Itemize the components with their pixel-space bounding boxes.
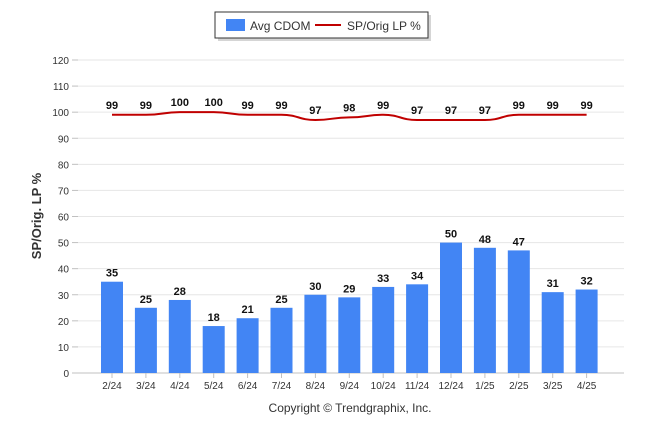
line-data-label: 97: [411, 105, 423, 117]
x-tick-label: 3/24: [136, 381, 156, 392]
bar-data-label: 35: [106, 268, 118, 280]
bar-data-label: 25: [140, 294, 152, 306]
y-tick-label: 50: [58, 239, 70, 250]
bar-data-label: 31: [547, 278, 559, 290]
x-tick-label: 2/24: [102, 381, 122, 392]
y-tick-label: 0: [63, 369, 69, 380]
x-tick-label: 6/24: [238, 381, 258, 392]
bar-data-label: 32: [580, 276, 592, 288]
line-data-label: 99: [275, 100, 287, 112]
y-tick-label: 10: [58, 343, 70, 354]
x-tick-label: 7/24: [272, 381, 292, 392]
bar-data-label: 50: [445, 229, 457, 241]
y-tick-label: 70: [58, 186, 70, 197]
bar: [575, 289, 598, 373]
bar: [168, 299, 191, 373]
bar: [134, 307, 157, 373]
bar: [372, 286, 395, 373]
line-data-labels: 99 99 100 100 99 99 97 98 99 97 97 97 99 99 99: [106, 97, 593, 117]
y-tick-label: 30: [58, 291, 70, 302]
x-tick-labels: 2/24 3/24 4/24 5/24 6/24 7/24 8/24 9/24 10/24 11/…: [102, 381, 597, 392]
bar-data-label: 33: [377, 273, 389, 285]
x-tick-label: 8/24: [306, 381, 326, 392]
bar-data-label: 30: [309, 281, 321, 293]
y-tick-label: 100: [52, 108, 69, 119]
x-tick-label: 9/24: [340, 381, 360, 392]
x-tick-label: 5/24: [204, 381, 224, 392]
bar-data-label: 29: [343, 283, 355, 295]
line-data-label: 99: [140, 100, 152, 112]
bar: [473, 247, 496, 373]
line-data-label: 99: [241, 100, 253, 112]
bar-data-label: 47: [513, 236, 525, 248]
bar: [202, 326, 225, 373]
copyright-text: Copyright © Trendgraphix, Inc.: [269, 401, 432, 415]
x-tick-label: 1/25: [475, 381, 495, 392]
y-tick-label: 20: [58, 317, 70, 328]
bar-data-label: 28: [174, 286, 186, 298]
x-tick-label: 11/24: [405, 381, 430, 392]
bar: [304, 294, 327, 373]
bar-data-label: 25: [275, 294, 287, 306]
sp-orig-line: [112, 111, 587, 121]
bar-series: [101, 242, 598, 373]
bar: [541, 292, 564, 373]
x-tick-label: 2/25: [509, 381, 529, 392]
y-tick-label: 90: [58, 134, 70, 145]
y-tick-label: 40: [58, 265, 70, 276]
line-series: [112, 111, 587, 121]
bar-data-labels: 35 25 28 18 21 25 30 29 33 34 50 48 47 31 32: [106, 229, 593, 324]
line-data-label: 97: [479, 105, 491, 117]
x-tick-label: 12/24: [438, 381, 463, 392]
line-data-label: 97: [309, 105, 321, 117]
bar: [270, 307, 293, 373]
bar: [507, 250, 530, 373]
bar-data-label: 48: [479, 234, 491, 246]
line-data-label: 99: [547, 100, 559, 112]
y-tick-label: 120: [52, 56, 69, 67]
bar-data-label: 18: [208, 312, 220, 324]
bar-data-label: 21: [241, 304, 253, 316]
y-tick-label: 80: [58, 160, 70, 171]
line-data-label: 100: [171, 97, 189, 109]
line-data-label: 99: [106, 100, 118, 112]
y-tick-label: 60: [58, 213, 70, 224]
bar-data-label: 34: [411, 270, 424, 282]
y-tick-label: 110: [53, 82, 69, 93]
legend-label-avg-cdom: Avg CDOM: [250, 19, 310, 33]
x-tick-label: 10/24: [371, 381, 396, 392]
x-tick-label: 4/25: [577, 381, 597, 392]
bar: [236, 318, 259, 373]
bar: [440, 242, 462, 373]
line-data-label: 99: [580, 100, 592, 112]
line-data-label: 98: [343, 102, 355, 114]
legend-label-sp-orig: SP/Orig LP %: [347, 19, 421, 33]
y-axis-title: SP/Orig. LP %: [29, 172, 44, 259]
legend-swatch-avg-cdom: [226, 19, 245, 31]
x-tick-label: 4/24: [170, 381, 190, 392]
line-data-label: 99: [513, 100, 525, 112]
y-tick-labels: 0 10 20 30 40 50 60 70 80 90 100 110 120: [52, 56, 69, 380]
bar: [406, 284, 429, 373]
legend: Avg CDOM SP/Orig LP %: [214, 11, 431, 41]
bar: [338, 297, 361, 373]
x-tick-label: 3/25: [543, 381, 563, 392]
line-data-label: 100: [205, 97, 223, 109]
line-data-label: 97: [445, 105, 457, 117]
bar: [101, 281, 123, 373]
line-data-label: 99: [377, 100, 389, 112]
